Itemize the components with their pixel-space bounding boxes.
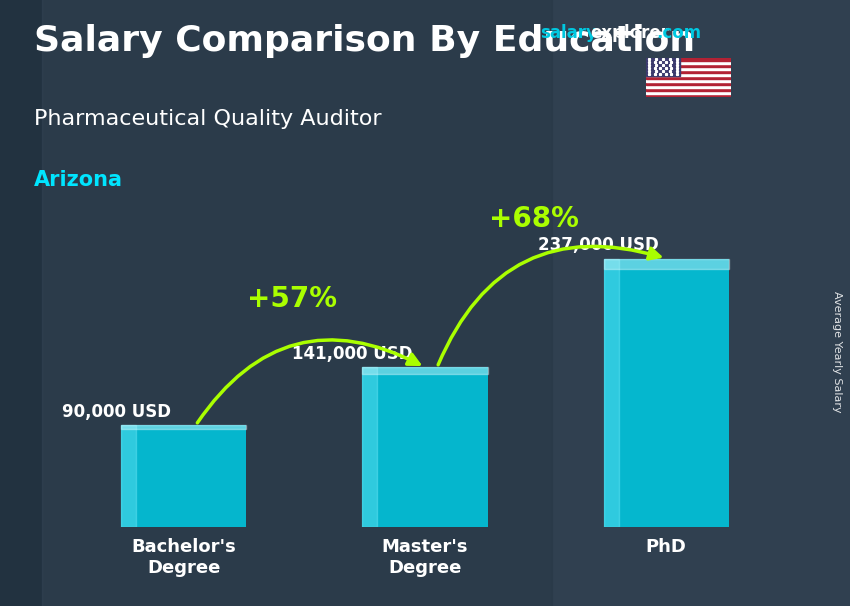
Text: 90,000 USD: 90,000 USD: [62, 402, 171, 421]
Bar: [646, 76, 731, 79]
Text: .com: .com: [656, 24, 701, 42]
Bar: [604, 259, 729, 527]
Bar: [604, 259, 729, 269]
Bar: [646, 85, 731, 88]
Bar: [646, 64, 731, 67]
Text: +57%: +57%: [247, 285, 337, 313]
Text: Average Yearly Salary: Average Yearly Salary: [832, 291, 842, 412]
Bar: [646, 82, 731, 85]
Bar: [121, 425, 246, 527]
Text: explorer: explorer: [590, 24, 669, 42]
Bar: [362, 367, 488, 374]
Text: Pharmaceutical Quality Auditor: Pharmaceutical Quality Auditor: [34, 109, 382, 129]
Bar: [646, 58, 731, 61]
Bar: [362, 367, 377, 527]
Bar: [646, 70, 731, 73]
Text: 141,000 USD: 141,000 USD: [292, 345, 413, 363]
Text: Arizona: Arizona: [34, 170, 123, 190]
Text: 237,000 USD: 237,000 USD: [538, 236, 659, 254]
Bar: [362, 367, 488, 527]
Bar: [646, 58, 680, 76]
Bar: [646, 73, 731, 76]
Text: salary: salary: [540, 24, 597, 42]
Bar: [646, 67, 731, 70]
Bar: [646, 79, 731, 82]
Bar: [646, 91, 731, 94]
Text: +68%: +68%: [489, 205, 579, 233]
Bar: [604, 259, 619, 527]
Text: Salary Comparison By Education: Salary Comparison By Education: [34, 24, 695, 58]
Bar: [646, 61, 731, 64]
Bar: [121, 425, 136, 527]
Bar: [646, 88, 731, 91]
Bar: [121, 425, 246, 429]
Bar: [646, 94, 731, 97]
